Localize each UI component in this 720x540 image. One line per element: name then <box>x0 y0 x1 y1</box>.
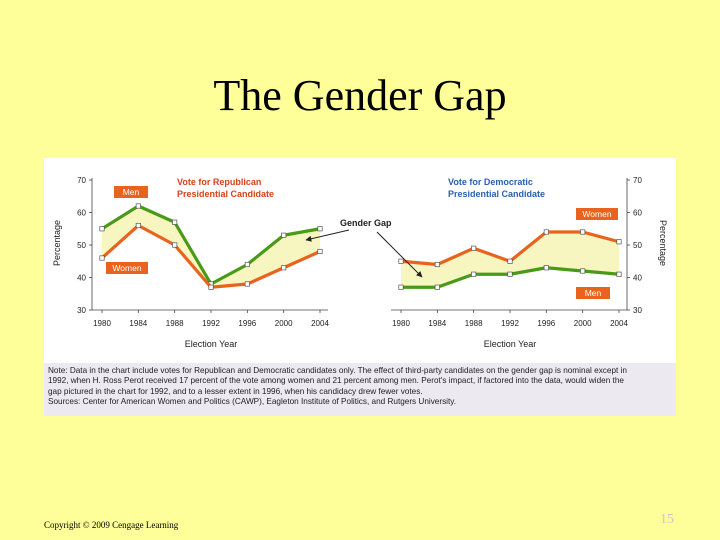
data-point-men <box>580 268 586 274</box>
data-point-women <box>580 229 586 235</box>
data-point-men <box>471 271 477 277</box>
note-line-1: Note: Data in the chart include votes fo… <box>48 366 627 375</box>
gender-gap-chart: 30 30 40 40 50 50 60 60 70 70 Percentage Percentage… <box>52 176 668 349</box>
series-label-box <box>106 262 148 274</box>
gender-gap-area <box>102 206 320 288</box>
data-point-men <box>172 219 178 225</box>
y-tick-label-left: 60 <box>77 209 86 218</box>
chart-note: Note: Data in the chart include votes fo… <box>44 363 676 416</box>
data-point-men <box>317 226 323 232</box>
chart-figure: 30 30 40 40 50 50 60 60 70 70 Percentage Percentage… <box>44 158 676 416</box>
panel-title-line1: Vote for Republican <box>177 177 261 187</box>
series-label-box <box>576 208 618 220</box>
data-point-women <box>244 281 250 287</box>
data-point-men <box>616 271 622 277</box>
slide-title: The Gender Gap <box>213 71 507 120</box>
data-point-men <box>434 284 440 290</box>
x-axis-title: Election Year <box>185 339 238 349</box>
y-tick-label-right: 60 <box>633 209 642 218</box>
copyright-notice: Copyright © 2009 Cengage Learning <box>44 520 179 530</box>
slide-number: 15 <box>660 512 674 527</box>
data-point-women <box>172 242 178 248</box>
y-tick-label-right: 40 <box>633 274 642 283</box>
data-point-men <box>244 261 250 268</box>
x-tick-label: 1984 <box>129 319 147 328</box>
series-label-men: Men <box>123 187 140 197</box>
gap-arrow-left <box>305 229 350 242</box>
x-tick-label: 1992 <box>202 319 220 328</box>
y-tick-label-right: 70 <box>633 176 642 185</box>
series-label-men: Men <box>585 288 602 298</box>
data-point-women <box>99 255 105 261</box>
x-tick-label: 2004 <box>311 319 329 328</box>
data-point-women <box>471 245 477 251</box>
x-tick-label: 1996 <box>537 319 555 328</box>
gender-gap-area <box>401 232 619 288</box>
x-tick-label: 1980 <box>93 319 111 328</box>
panel-title-line2: Presidential Candidate <box>177 189 274 199</box>
y-axis-title-left: Percentage <box>52 220 62 266</box>
x-tick-label: 2000 <box>574 319 592 328</box>
gender-gap-annotation: Gender Gap <box>340 218 392 228</box>
data-point-women <box>208 284 214 290</box>
data-point-women <box>281 265 287 271</box>
note-line-4: Sources: Center for American Women and P… <box>48 397 457 407</box>
x-tick-label: 1980 <box>392 319 410 328</box>
data-point-men <box>507 271 513 277</box>
data-point-men <box>281 232 287 238</box>
x-tick-label: 1988 <box>166 319 184 328</box>
data-point-men <box>135 203 141 209</box>
y-tick-label-left: 30 <box>77 306 86 315</box>
x-tick-label: 1996 <box>238 319 256 328</box>
y-tick-label-left: 50 <box>77 241 86 250</box>
y-tick-label-left: 70 <box>77 176 86 185</box>
data-point-men <box>398 284 404 290</box>
data-point-women <box>135 222 141 229</box>
panel-title-line1: Vote for Democratic <box>448 177 533 187</box>
data-point-men <box>543 265 549 271</box>
x-axis-title: Election Year <box>484 339 537 349</box>
note-line-3: gap pictured in the chart for 1992, and … <box>48 386 423 396</box>
x-tick-label: 2004 <box>610 319 628 328</box>
x-tick-label: 2000 <box>275 319 293 328</box>
data-point-women <box>398 258 404 264</box>
y-axis-title-right: Percentage <box>658 220 668 266</box>
data-point-women <box>507 258 513 264</box>
series-label-women: Women <box>582 209 611 219</box>
series-label-box <box>576 287 610 299</box>
data-point-women <box>616 239 622 245</box>
x-tick-label: 1992 <box>501 319 519 328</box>
panel-title-line2: Presidential Candidate <box>448 189 545 199</box>
y-tick-label-right: 30 <box>633 306 642 315</box>
series-label-box <box>114 186 148 198</box>
note-line-2: 1992, when H. Ross Perot received 17 per… <box>48 376 624 386</box>
x-tick-label: 1988 <box>465 319 483 328</box>
data-point-men <box>99 226 105 232</box>
gap-arrow-right <box>376 231 423 278</box>
data-point-women <box>317 248 323 255</box>
x-tick-label: 1984 <box>428 319 446 328</box>
y-tick-label-left: 40 <box>77 274 86 283</box>
series-label-women: Women <box>112 263 141 273</box>
data-point-women <box>543 229 549 235</box>
data-point-women <box>434 261 440 268</box>
y-tick-label-right: 50 <box>633 241 642 250</box>
